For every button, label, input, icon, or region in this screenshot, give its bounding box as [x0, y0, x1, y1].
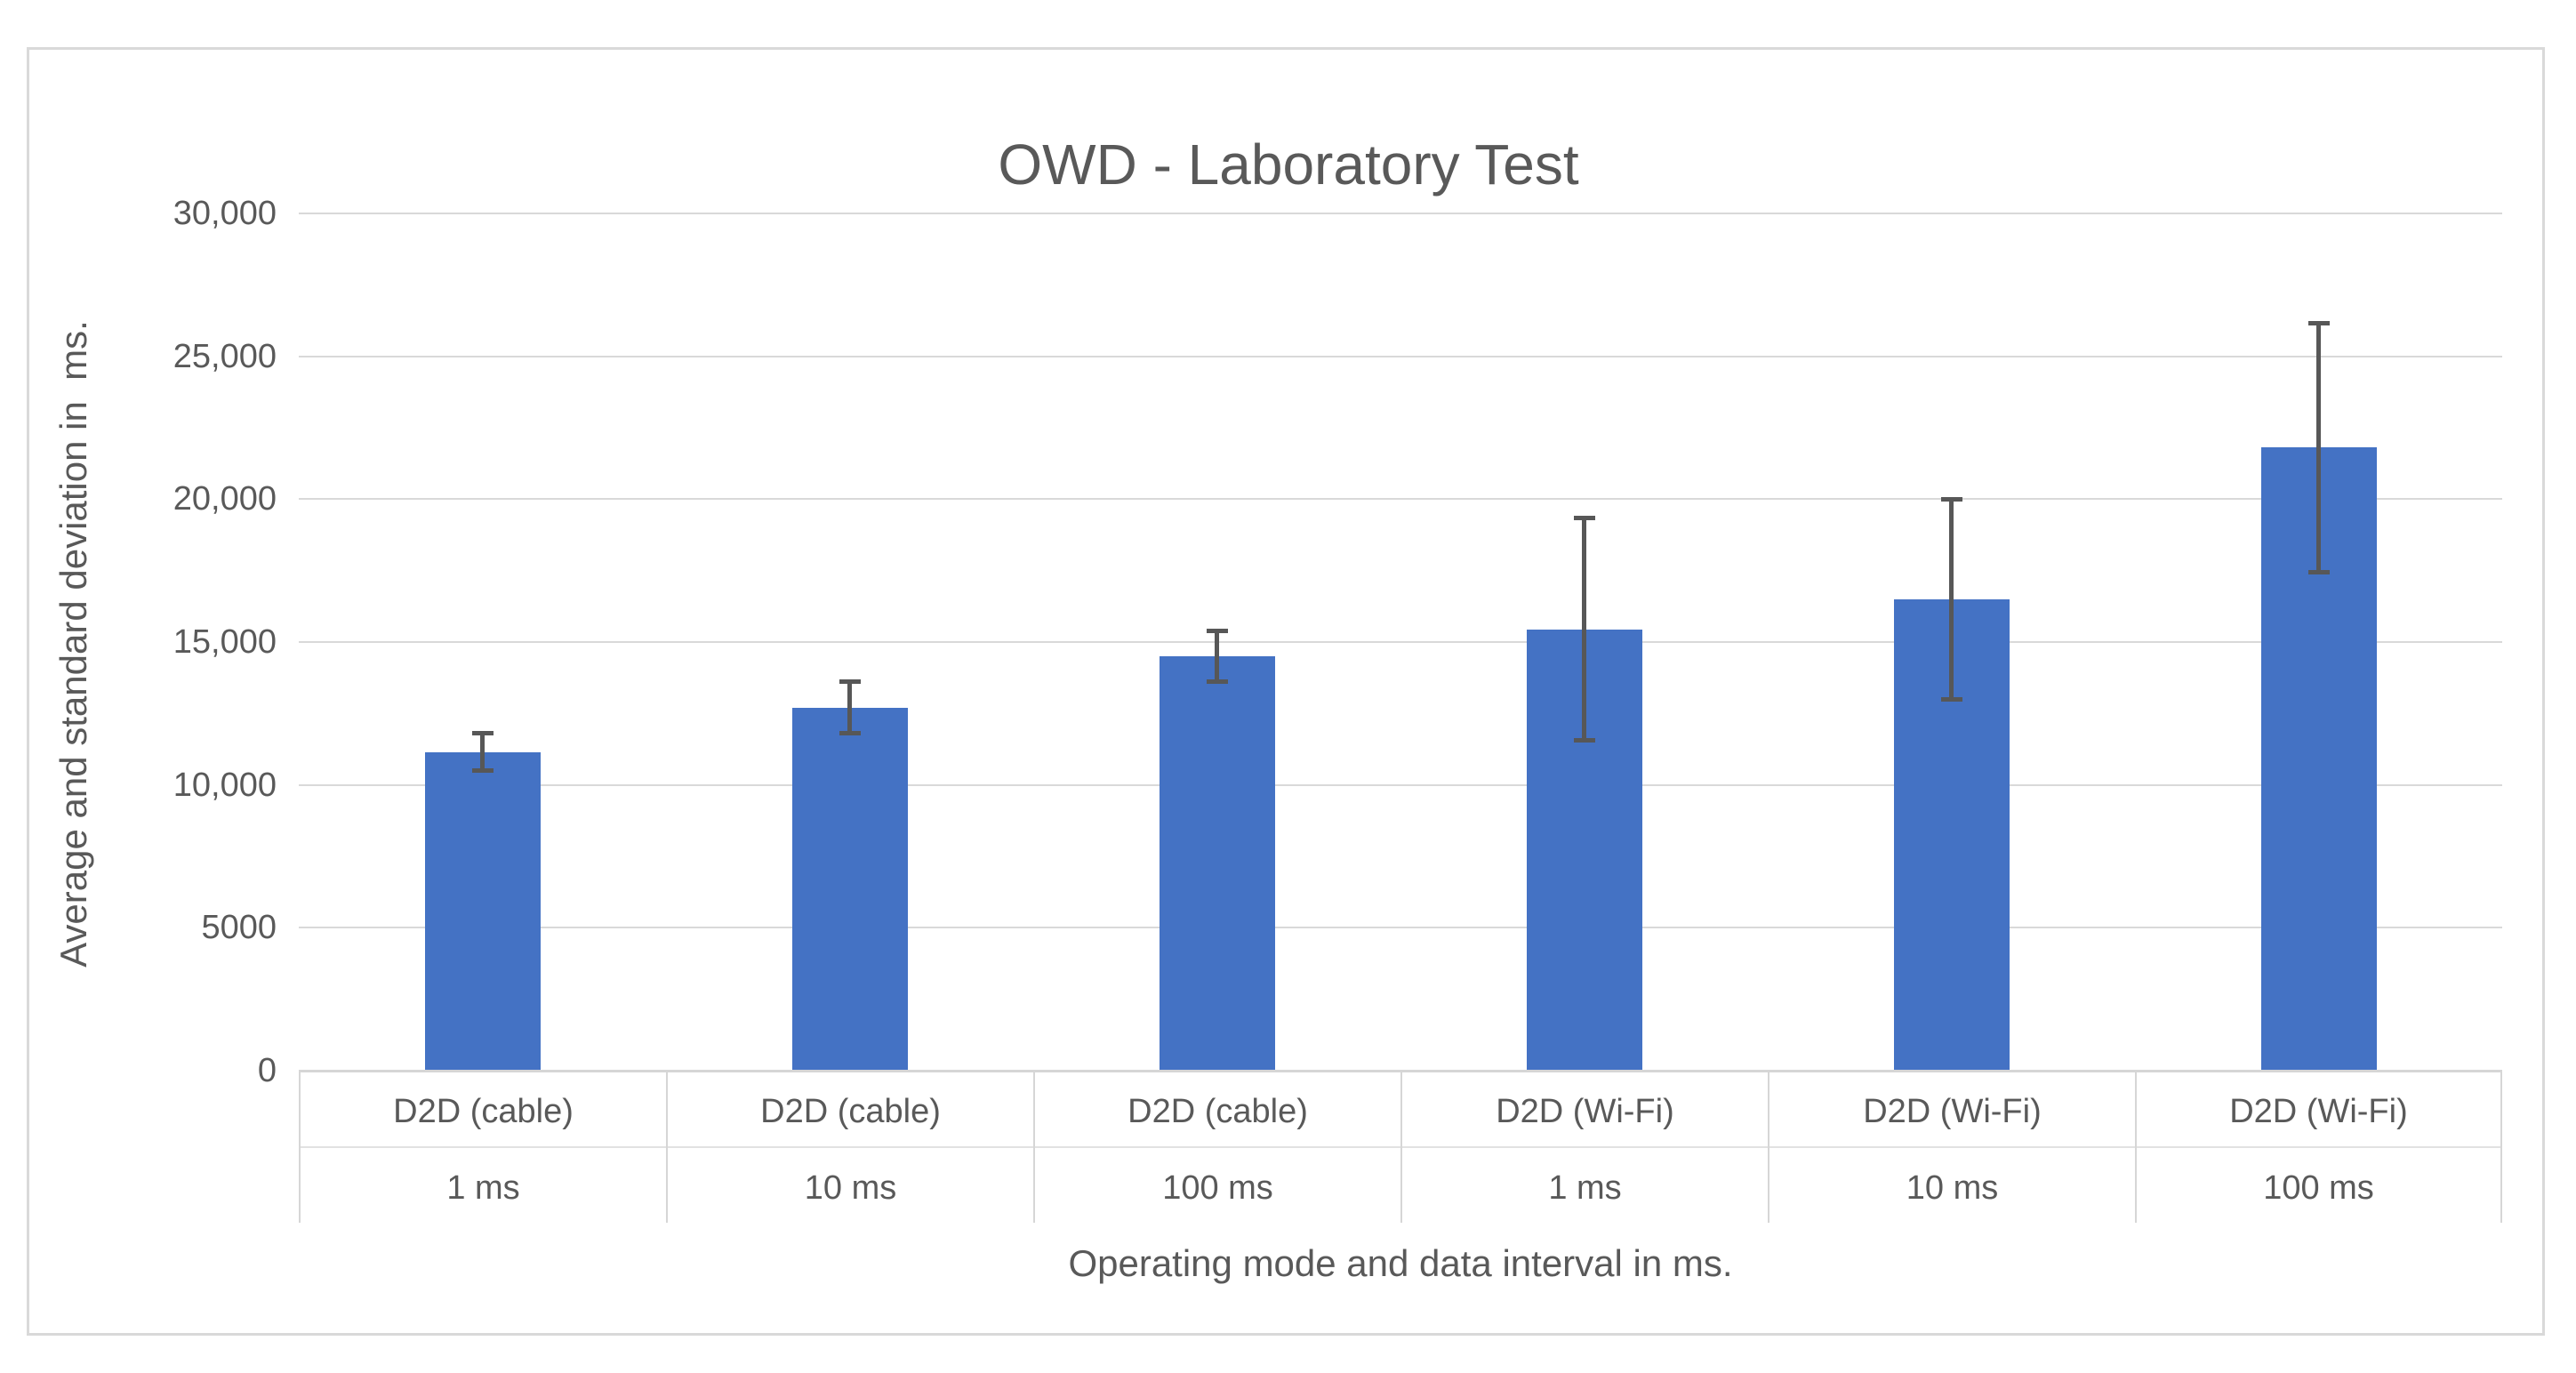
category-cell: D2D (Wi-Fi) 1 ms [1400, 1070, 1768, 1223]
error-bar-cap [1206, 628, 1228, 633]
error-bar-cap [839, 679, 861, 685]
category-label-interval: 10 ms [804, 1168, 897, 1207]
x-axis-title: Operating mode and data interval in ms. [1068, 1242, 1733, 1284]
y-tick-label: 10,000 [173, 766, 277, 804]
category-cell: D2D (cable) 10 ms [666, 1070, 1033, 1223]
gridline [299, 355, 2502, 357]
error-bar-cap [471, 768, 494, 774]
chart-title: OWD - Laboratory Test [998, 132, 1579, 197]
error-bar-cap [1940, 496, 1962, 502]
bar [424, 751, 541, 1071]
error-bar-cap [1940, 696, 1962, 702]
gridline [299, 927, 2502, 929]
error-bar-cap [471, 731, 494, 736]
error-bar-cap [1573, 738, 1595, 743]
error-bar-cap [2307, 321, 2330, 326]
category-label-mode: D2D (cable) [760, 1092, 941, 1130]
error-bar-cap [1573, 515, 1595, 520]
category-label-mode: D2D (Wi-Fi) [2229, 1092, 2408, 1130]
error-bar-cap [839, 731, 861, 736]
y-tick-label: 0 [257, 1052, 277, 1089]
plot-area [299, 213, 2502, 1071]
gridline [299, 498, 2502, 501]
gridline [299, 641, 2502, 643]
category-label-interval: 100 ms [1162, 1168, 1273, 1207]
error-bar-line [2316, 323, 2321, 573]
y-tick-label: 15,000 [173, 623, 277, 661]
category-label-interval: 1 ms [446, 1168, 520, 1207]
gridline [299, 783, 2502, 786]
error-bar-line [847, 681, 852, 734]
category-label-interval: 10 ms [1906, 1168, 1999, 1207]
y-tick-label: 5000 [201, 909, 277, 947]
bar [1159, 656, 1275, 1071]
category-cell: D2D (Wi-Fi) 100 ms [2135, 1070, 2502, 1223]
gridline [299, 213, 2502, 214]
category-label-mode: D2D (Wi-Fi) [1496, 1092, 1674, 1130]
category-cell: D2D (cable) 1 ms [299, 1070, 666, 1223]
error-bar-cap [1206, 679, 1228, 685]
category-label-mode: D2D (Wi-Fi) [1863, 1092, 2042, 1130]
category-cell: D2D (cable) 100 ms [1033, 1070, 1400, 1223]
y-tick-label: 30,000 [173, 195, 277, 232]
category-label-mode: D2D (cable) [1128, 1092, 1308, 1130]
bar [791, 707, 908, 1071]
y-tick-label: 25,000 [173, 337, 277, 375]
y-tick-label: 20,000 [173, 480, 277, 518]
error-bar-cap [2307, 569, 2330, 574]
category-axis: D2D (cable) 1 ms D2D (cable) 10 ms D2D (cabl… [299, 1070, 2502, 1223]
error-bar-line [1582, 518, 1586, 741]
category-cell: D2D (Wi-Fi) 10 ms [1768, 1070, 2135, 1223]
category-label-mode: D2D (cable) [393, 1092, 574, 1130]
error-bar-line [1949, 499, 1954, 700]
chart-frame: OWD - Laboratory Test Average and standa… [27, 47, 2545, 1336]
error-bar-line [1215, 630, 1219, 682]
category-label-interval: 100 ms [2263, 1168, 2374, 1207]
error-bar-line [480, 733, 485, 771]
category-label-interval: 1 ms [1548, 1168, 1622, 1207]
